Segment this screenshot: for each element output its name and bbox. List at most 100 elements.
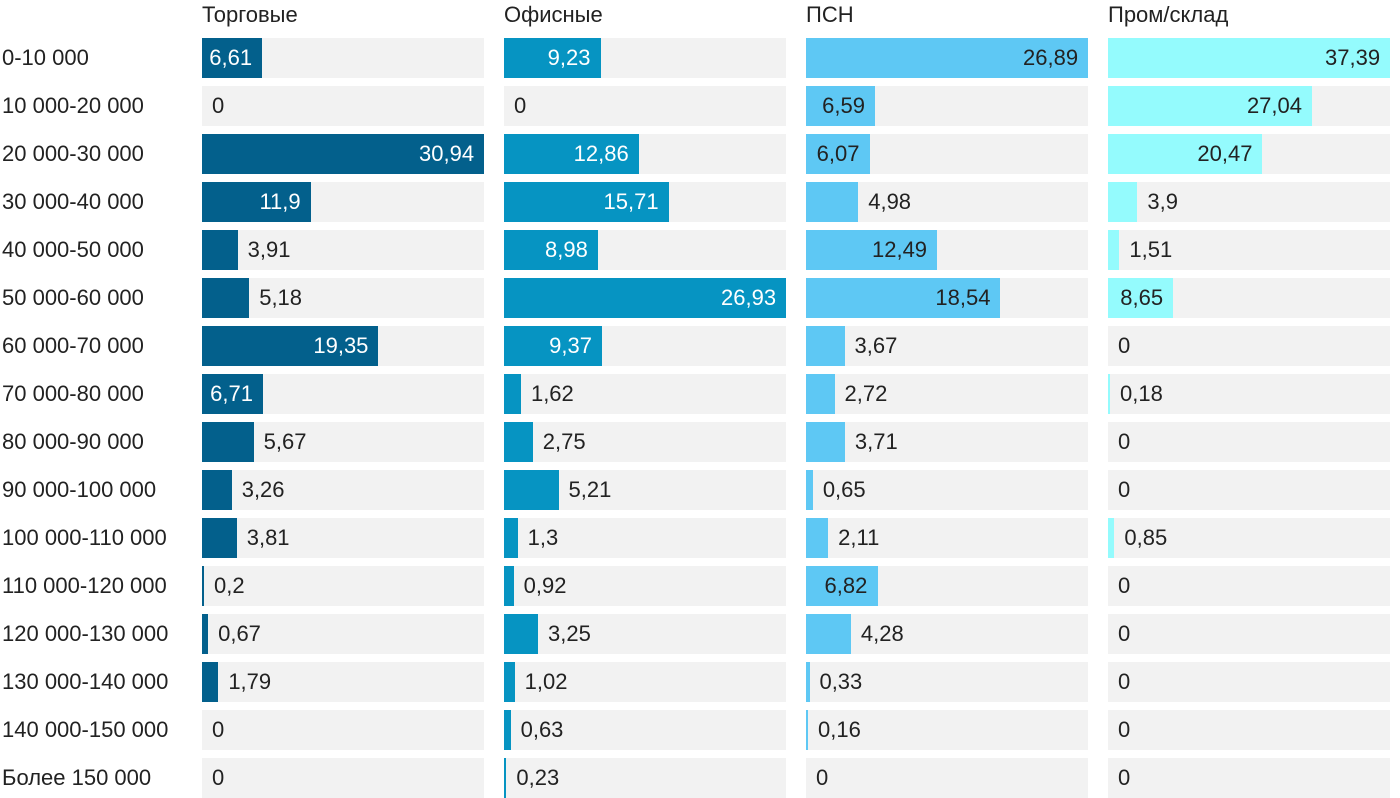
value-label: 11,9: [259, 189, 301, 214]
bar: [202, 326, 379, 366]
category-label: 90 000-100 000: [2, 477, 157, 502]
bar: [1108, 86, 1312, 126]
value-label: 6,71: [210, 381, 253, 406]
value-label: 1,51: [1129, 237, 1173, 262]
bar-track: [504, 518, 786, 558]
bar-track: [806, 758, 1088, 798]
bar: [806, 38, 1088, 78]
bar-track: [1108, 518, 1390, 558]
value-label: 12,86: [573, 141, 629, 166]
bar-track: [202, 86, 484, 126]
bar-track: [1108, 758, 1390, 798]
bar: [504, 662, 515, 702]
value-label: 5,67: [263, 429, 307, 454]
bar-track: [806, 470, 1088, 510]
value-label: 0: [1118, 477, 1131, 502]
value-label: 9,23: [547, 45, 591, 70]
bar: [1108, 38, 1390, 78]
bar-track: [1108, 470, 1390, 510]
bar: [806, 230, 937, 270]
category-label: 140 000-150 000: [2, 717, 169, 742]
category-label: 120 000-130 000: [2, 621, 169, 646]
value-label: 3,81: [246, 525, 290, 550]
value-label: 0: [1118, 429, 1131, 454]
value-label: 1,79: [228, 669, 272, 694]
bar: [1108, 182, 1138, 222]
value-label: 3,71: [854, 429, 898, 454]
value-label: 19,35: [313, 333, 369, 358]
value-label: 0,67: [218, 621, 261, 646]
bar: [504, 422, 533, 462]
bar: [202, 422, 254, 462]
bar-track: [504, 374, 786, 414]
bar: [806, 518, 829, 558]
value-label: 0,63: [520, 717, 564, 742]
bar: [806, 182, 859, 222]
bar-track: [202, 470, 484, 510]
bar: [504, 374, 521, 414]
bar-track: [202, 230, 484, 270]
value-label: 6,59: [822, 93, 865, 118]
category-label: 130 000-140 000: [2, 669, 169, 694]
value-label: 0,2: [214, 573, 245, 598]
bar-track: [806, 662, 1088, 702]
value-label: 5,18: [259, 285, 303, 310]
bar-track: [202, 518, 484, 558]
category-label: 30 000-40 000: [2, 189, 144, 214]
value-label: 1,3: [527, 525, 559, 550]
bar: [504, 758, 507, 798]
bar: [806, 134, 870, 174]
category-label: Более 150 000: [2, 765, 152, 790]
bar-track: [1108, 230, 1390, 270]
bar: [202, 38, 263, 78]
value-label: 0: [1118, 573, 1131, 598]
value-label: 18,54: [935, 285, 991, 310]
value-label: 30,94: [419, 141, 475, 166]
bar: [806, 278, 1001, 318]
value-label: 0: [212, 717, 225, 742]
bar-track: [202, 758, 484, 798]
bar-track: [1108, 614, 1390, 654]
category-label: 110 000-120 000: [2, 573, 167, 598]
bar-track: [806, 614, 1088, 654]
bar-track: [1108, 326, 1390, 366]
value-label: 2,72: [844, 381, 888, 406]
bar-track: [806, 326, 1088, 366]
category-label: 60 000-70 000: [2, 333, 144, 358]
bar: [806, 614, 851, 654]
value-label: 0: [212, 93, 225, 118]
value-label: 0,33: [819, 669, 863, 694]
bar-track: [806, 374, 1088, 414]
bar: [806, 86, 876, 126]
value-label: 5,21: [568, 477, 612, 502]
bar: [504, 230, 598, 270]
bar-track: [806, 422, 1088, 462]
bar: [806, 422, 845, 462]
value-label: 4,28: [860, 621, 904, 646]
value-label: 6,61: [209, 45, 253, 70]
value-label: 15,71: [603, 189, 659, 214]
bar: [202, 134, 484, 174]
category-label: 70 000-80 000: [2, 381, 144, 406]
value-label: 3,91: [247, 237, 291, 262]
bar: [504, 134, 639, 174]
category-label: 20 000-30 000: [2, 141, 144, 166]
bar: [202, 662, 219, 702]
value-label: 0,18: [1120, 381, 1163, 406]
value-label: 0,16: [818, 717, 861, 742]
value-label: 3,67: [854, 333, 898, 358]
bar-track: [1108, 422, 1390, 462]
value-label: 0: [1118, 669, 1131, 694]
value-label: 20,47: [1197, 141, 1253, 166]
bar: [504, 326, 603, 366]
value-label: 37,39: [1325, 45, 1381, 70]
bar-track: [806, 710, 1088, 750]
bar-track: [202, 662, 484, 702]
value-label: 9,37: [549, 333, 592, 358]
category-label: 0-10 000: [2, 45, 89, 70]
column-header: Пром/склад: [1108, 2, 1229, 27]
value-label: 0: [1118, 621, 1131, 646]
bar-track: [504, 566, 786, 606]
bar: [504, 710, 511, 750]
